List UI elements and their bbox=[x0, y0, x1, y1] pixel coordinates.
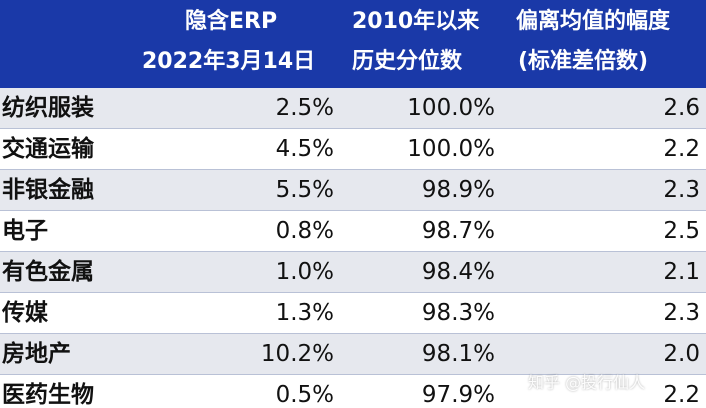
deviation-value: 2.3 bbox=[663, 177, 700, 203]
industry-name: 交通运输 bbox=[2, 136, 94, 162]
erp-value: 0.8% bbox=[275, 218, 334, 244]
deviation-value: 2.5 bbox=[663, 218, 700, 244]
erp-value: 10.2% bbox=[260, 341, 334, 367]
industry-name: 传媒 bbox=[2, 300, 48, 326]
erp-value: 4.5% bbox=[275, 136, 334, 162]
table-row: 非银金融 5.5% 98.9% 2.3 bbox=[0, 170, 706, 211]
table-row: 医药生物 0.5% 97.9% 2.2 bbox=[0, 375, 706, 408]
table-row: 传媒 1.3% 98.3% 2.3 bbox=[0, 293, 706, 334]
deviation-value: 2.3 bbox=[663, 300, 700, 326]
table-row: 有色金属 1.0% 98.4% 2.1 bbox=[0, 252, 706, 293]
watermark: 知乎 @投行仙人 bbox=[528, 373, 646, 392]
industry-name: 非银金融 bbox=[2, 177, 94, 203]
table-row: 纺织服装 2.5% 100.0% 2.6 bbox=[0, 88, 706, 129]
deviation-value: 2.2 bbox=[663, 136, 700, 162]
table-header: 隐含ERP 2022年3月14日 2010年以来 历史分位数 偏离均值的幅度 (… bbox=[0, 0, 706, 88]
erp-value: 1.0% bbox=[275, 259, 334, 285]
industry-name: 有色金属 bbox=[2, 259, 94, 285]
deviation-value: 2.1 bbox=[663, 259, 700, 285]
erp-value: 0.5% bbox=[275, 382, 334, 408]
header-percentile-subtitle: 历史分位数 bbox=[352, 49, 463, 74]
percentile-value: 98.1% bbox=[421, 341, 495, 367]
erp-value: 1.3% bbox=[275, 300, 334, 326]
erp-value: 5.5% bbox=[275, 177, 334, 203]
percentile-value: 97.9% bbox=[421, 382, 495, 408]
percentile-value: 98.9% bbox=[421, 177, 495, 203]
percentile-value: 100.0% bbox=[407, 136, 495, 162]
percentile-value: 100.0% bbox=[407, 95, 495, 121]
header-deviation-subtitle: (标准差倍数) bbox=[518, 49, 649, 74]
table-row: 电子 0.8% 98.7% 2.5 bbox=[0, 211, 706, 252]
industry-name: 医药生物 bbox=[2, 382, 94, 408]
table-row: 交通运输 4.5% 100.0% 2.2 bbox=[0, 129, 706, 170]
header-erp-title: 隐含ERP bbox=[185, 9, 278, 34]
deviation-value: 2.0 bbox=[663, 341, 700, 367]
percentile-value: 98.7% bbox=[421, 218, 495, 244]
table-row: 房地产 10.2% 98.1% 2.0 bbox=[0, 334, 706, 375]
industry-name: 纺织服装 bbox=[2, 95, 94, 121]
erp-value: 2.5% bbox=[275, 95, 334, 121]
percentile-value: 98.3% bbox=[421, 300, 495, 326]
table-body: 纺织服装 2.5% 100.0% 2.6 交通运输 4.5% 100.0% 2.… bbox=[0, 88, 706, 408]
deviation-value: 2.2 bbox=[663, 382, 700, 408]
deviation-value: 2.6 bbox=[663, 95, 700, 121]
header-percentile-title: 2010年以来 bbox=[352, 9, 480, 34]
header-deviation-title: 偏离均值的幅度 bbox=[516, 9, 671, 34]
percentile-value: 98.4% bbox=[421, 259, 495, 285]
industry-name: 电子 bbox=[2, 218, 48, 244]
industry-name: 房地产 bbox=[2, 341, 71, 367]
header-erp-date: 2022年3月14日 bbox=[142, 49, 316, 74]
